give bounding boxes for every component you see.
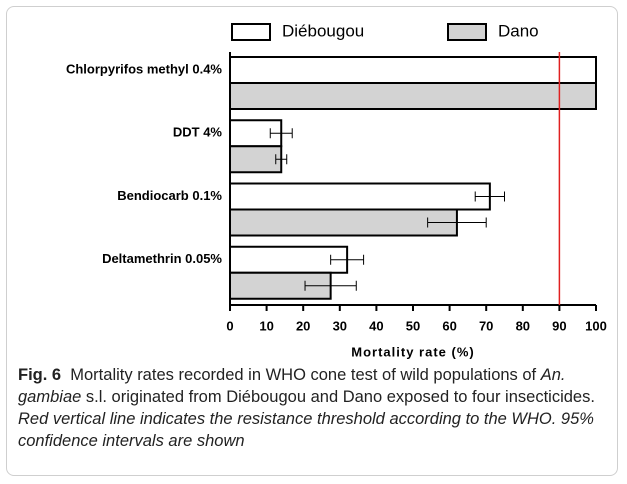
- x-tick-label: 30: [333, 318, 347, 333]
- x-tick-label: 50: [406, 318, 420, 333]
- caption-text: Red vertical line indicates the resistan…: [18, 410, 594, 450]
- x-tick-label: 90: [552, 318, 566, 333]
- x-tick-label: 70: [479, 318, 493, 333]
- bar: [229, 82, 597, 110]
- figure-frame: [6, 6, 618, 476]
- bar: [229, 145, 283, 174]
- category-label: Deltamethrin 0.05%: [102, 251, 222, 266]
- x-tick-label: 20: [296, 318, 310, 333]
- caption: Fig. 6 Mortality rates recorded in WHO c…: [18, 364, 614, 452]
- error-bar: [304, 280, 357, 291]
- chart: 0 10 20 30 40 50 60 70 80 90 100 Mortality rate (%)…: [66, 21, 607, 359]
- error-bar: [474, 191, 505, 202]
- category-label: DDT 4%: [173, 125, 223, 140]
- error-bar: [427, 217, 487, 228]
- bar: [229, 56, 597, 84]
- legend-label: Diébougou: [282, 21, 364, 40]
- bar: [229, 208, 458, 237]
- category-label: Bendiocarb 0.1%: [117, 188, 222, 203]
- x-tick-label: 10: [259, 318, 273, 333]
- x-tick-label: 100: [585, 318, 607, 333]
- x-tick-label: 0: [226, 318, 233, 333]
- error-bar: [269, 128, 293, 139]
- caption-label: Fig. 6: [18, 366, 62, 384]
- legend-swatch: [447, 23, 487, 41]
- bar: [229, 245, 349, 274]
- caption-text: s.l. originated from Diébougou and Dano …: [81, 388, 595, 406]
- category-label: Chlorpyrifos methyl 0.4%: [66, 61, 222, 76]
- caption-text: Mortality rates recorded in WHO cone tes…: [70, 366, 541, 384]
- bar: [229, 182, 491, 211]
- error-bar: [330, 254, 365, 265]
- x-tick-label: 40: [369, 318, 383, 333]
- legend-label: Dano: [498, 21, 539, 40]
- error-bar: [275, 154, 288, 165]
- x-tick-label: 60: [442, 318, 456, 333]
- legend-swatch: [231, 23, 271, 41]
- caption-text: An. gambiae: [18, 366, 566, 406]
- x-tick-label: 80: [516, 318, 530, 333]
- x-axis-label: Mortality rate (%): [351, 344, 474, 359]
